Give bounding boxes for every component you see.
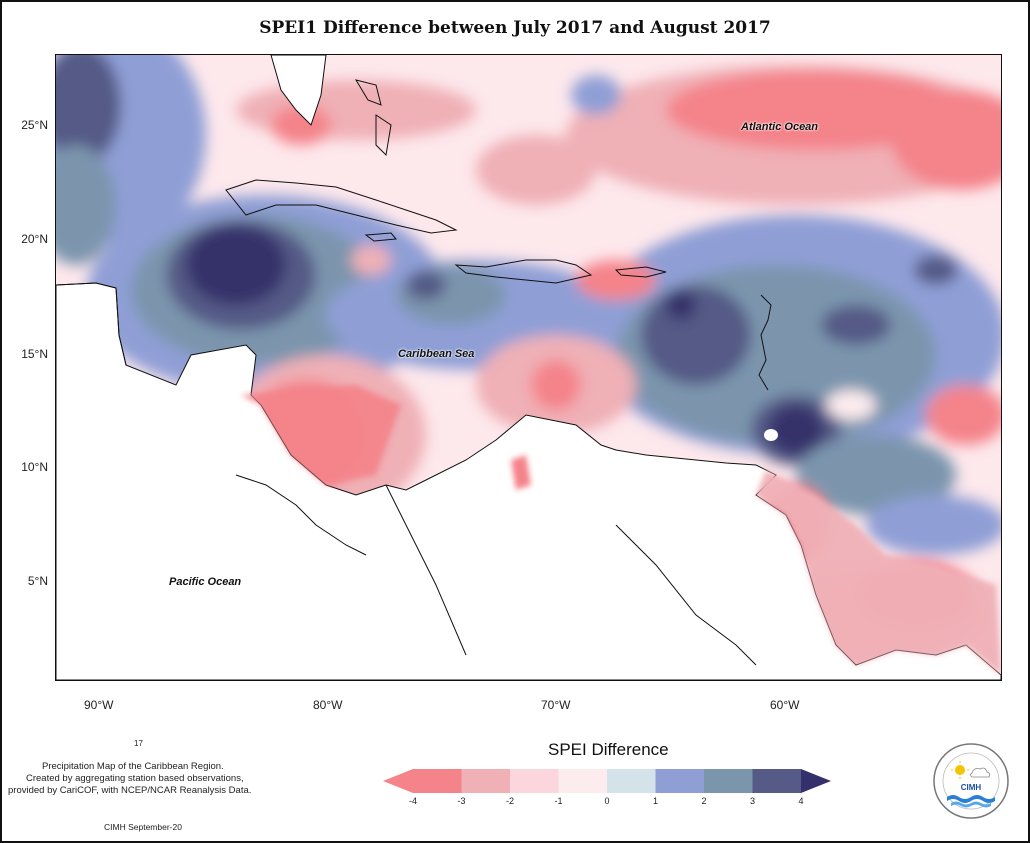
note-credit: CIMH September-20 [104,822,182,832]
legend-tick-label: 2 [701,796,707,806]
y-tick-label: 15°N [21,347,48,361]
coast-lesser-antilles [758,294,772,391]
legend-tick-label: 1 [652,796,658,806]
note-number: 17 [134,739,143,748]
coast-bahamas [354,79,392,157]
legend-tick-label: 0 [604,796,610,806]
legend-bin [558,769,608,793]
coastlines [56,79,772,666]
label-pacific-ocean: Pacific Ocean [169,576,242,588]
legend-tick-label: -3 [457,796,466,806]
y-tick-label: 5°N [27,574,48,588]
label-caribbean-sea: Caribbean Sea [398,348,475,360]
coast-central-america [235,474,367,556]
legend-bin [607,769,656,793]
legend-bin [461,769,511,793]
cloud-icon [970,767,991,778]
x-tick-label: 90°W [84,698,114,712]
y-tick-label: 20°N [21,232,48,246]
coast-puerto-rico [614,266,667,278]
legend-title: SPEI Difference [548,740,669,759]
sun-icon [955,765,965,775]
note-line-2: Created by aggregating station based obs… [26,773,244,784]
coast-colombia-border [385,484,467,656]
coast-hispaniola [454,259,593,284]
legend-bin-low-end [383,769,413,793]
spei-map [56,55,1001,680]
x-tick-label: 70°W [541,698,571,712]
land-florida [270,55,327,126]
tobago-spot [764,429,778,441]
x-tick-label: 80°W [313,698,343,712]
coast-jamaica [364,232,397,242]
legend-colorbar [383,769,831,793]
legend-tick-label: -4 [408,796,417,806]
legend-bin [655,769,705,793]
note-line-1: Precipitation Map of the Caribbean Regio… [42,761,224,772]
note-line-3: provided by CariCOF, with NCEP/NCAR Rean… [8,785,252,796]
legend-tick-label: 3 [749,796,755,806]
coast-venezuela-border [615,524,757,666]
legend-tick-label: 4 [798,796,804,806]
water-wave-icon [947,795,995,803]
cimh-logo: CIMH [933,743,1009,819]
x-tick-label: 60°W [770,698,800,712]
legend-bin [413,769,462,793]
legend-tick-label: -2 [505,796,514,806]
coast-cuba [225,179,458,234]
y-tick-label: 10°N [21,460,48,474]
legend-bin-high-end [801,769,831,793]
logo-text: CIMH [961,783,982,792]
legend-bin [510,769,559,793]
legend-tick-label: -1 [554,796,563,806]
coast-yucatan [56,282,127,366]
y-tick-label: 25°N [21,118,48,132]
map-panel: Atlantic Ocean Caribbean Sea Pacific Oce… [55,54,1002,681]
field-anomalies [56,55,1001,665]
label-atlantic-ocean: Atlantic Ocean [741,121,819,133]
land-anomalies [241,385,1001,675]
legend-bin [704,769,753,793]
map-title: SPEI1 Difference between July 2017 and A… [259,18,771,38]
legend-bin [752,769,802,793]
